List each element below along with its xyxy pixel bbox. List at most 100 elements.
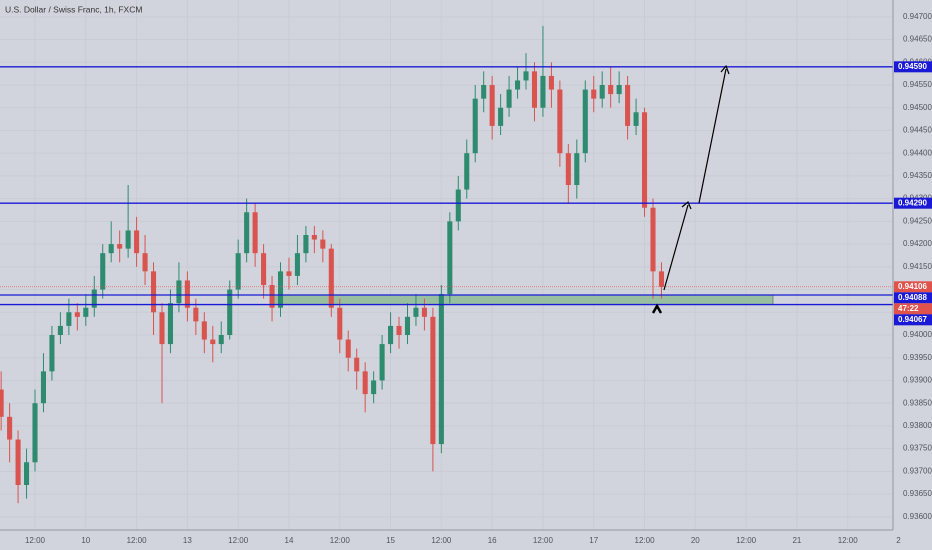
candle-body bbox=[286, 271, 292, 276]
y-tick-label: 0.94550 bbox=[903, 80, 932, 89]
candle-body bbox=[413, 307, 419, 317]
plot bbox=[0, 25, 893, 504]
candle-body bbox=[658, 271, 665, 287]
candle-body bbox=[49, 335, 55, 372]
candle-body bbox=[540, 75, 546, 108]
candle-body bbox=[608, 85, 614, 95]
candle-body bbox=[167, 303, 173, 345]
candle-body bbox=[201, 321, 207, 340]
candle-body bbox=[15, 439, 21, 485]
candle-body bbox=[311, 235, 317, 240]
candle-body bbox=[74, 312, 80, 317]
candle-body bbox=[523, 71, 529, 81]
x-tick-label: 12:00 bbox=[228, 536, 249, 545]
candle-body bbox=[582, 89, 588, 154]
y-tick-label: 0.93700 bbox=[903, 466, 932, 475]
y-tick-label: 0.93750 bbox=[903, 444, 932, 453]
y-tick-label: 0.94700 bbox=[903, 12, 932, 21]
candle-body bbox=[481, 85, 487, 99]
candle-body bbox=[565, 153, 571, 185]
y-tick-label: 0.94250 bbox=[903, 216, 932, 225]
level-label: 0.94290 bbox=[898, 198, 927, 207]
countdown-label: 47:22 bbox=[898, 304, 919, 313]
y-tick-label: 0.94500 bbox=[903, 103, 932, 112]
candle-body bbox=[32, 403, 38, 463]
candle-body bbox=[303, 235, 309, 254]
candle-body bbox=[379, 344, 385, 381]
candle-body bbox=[616, 85, 622, 95]
y-tick-label: 0.94000 bbox=[903, 330, 932, 339]
candle-body bbox=[235, 253, 241, 290]
x-tick-label: 12:00 bbox=[431, 536, 452, 545]
last-price-label-box bbox=[894, 281, 932, 293]
candle-body bbox=[66, 312, 72, 326]
arrow-line bbox=[663, 204, 689, 291]
candle-body bbox=[176, 280, 182, 304]
candle-body bbox=[599, 85, 605, 99]
candle-body bbox=[24, 462, 30, 485]
candle-body bbox=[337, 307, 343, 340]
candle-body bbox=[210, 339, 216, 345]
candle-body bbox=[506, 89, 512, 108]
candle-body bbox=[125, 230, 131, 249]
y-tick-label: 0.94200 bbox=[903, 239, 932, 248]
candle-body bbox=[447, 221, 453, 295]
y-tick-label: 0.94150 bbox=[903, 262, 932, 271]
candle-body bbox=[557, 89, 563, 154]
candle-body bbox=[150, 271, 157, 313]
candle-body bbox=[218, 335, 224, 345]
level-label: 0.94590 bbox=[898, 62, 927, 71]
countdown-label-box bbox=[894, 303, 932, 315]
y-tick-label: 0.93900 bbox=[903, 376, 932, 385]
candle-body bbox=[548, 75, 554, 90]
zone bbox=[269, 294, 774, 305]
candle-body bbox=[650, 207, 656, 272]
candle-body bbox=[117, 244, 123, 249]
chart-title: U.S. Dollar / Swiss Franc, 1h, FXCM bbox=[5, 4, 142, 14]
arrow-head bbox=[720, 64, 730, 75]
y-tick-label: 0.94400 bbox=[903, 148, 932, 157]
y-tick-label: 0.93600 bbox=[903, 512, 932, 521]
x-tick-label: 21 bbox=[792, 536, 801, 545]
candle-body bbox=[193, 307, 199, 322]
level-label-box bbox=[894, 61, 932, 73]
candle-body bbox=[159, 312, 165, 345]
candle-body bbox=[430, 316, 436, 445]
candle-body bbox=[83, 307, 89, 317]
y-tick-label: 0.94650 bbox=[903, 35, 932, 44]
candle-body bbox=[404, 316, 411, 335]
candle-body bbox=[91, 289, 97, 308]
candle-body bbox=[633, 112, 639, 126]
y-tick-label: 0.93850 bbox=[903, 398, 932, 407]
candle-body bbox=[625, 85, 631, 126]
candle-body bbox=[531, 71, 538, 108]
x-tick-label: 15 bbox=[386, 536, 395, 545]
up-arrow-icon bbox=[651, 303, 663, 314]
last-price-label: 0.94106 bbox=[898, 282, 927, 291]
candle-body bbox=[354, 357, 360, 372]
x-tick-label: 10 bbox=[81, 536, 90, 545]
y-tick-label: 0.93950 bbox=[903, 353, 932, 362]
candle-body bbox=[269, 285, 275, 308]
arrow-head bbox=[681, 201, 692, 210]
x-tick-label: 12:00 bbox=[127, 536, 148, 545]
candle-body bbox=[294, 253, 300, 276]
x-tick-label: 12:00 bbox=[838, 536, 859, 545]
x-tick-label: 16 bbox=[488, 536, 497, 545]
y-tick-label: 0.93800 bbox=[903, 421, 932, 430]
arrow-line bbox=[698, 68, 727, 204]
candle-body bbox=[641, 112, 648, 208]
candle-body bbox=[320, 239, 326, 249]
x-tick-label: 17 bbox=[589, 536, 598, 545]
candle-body bbox=[396, 325, 402, 335]
drawings bbox=[651, 64, 730, 314]
candle-body bbox=[277, 271, 284, 308]
candle-body bbox=[371, 380, 377, 395]
candle-body bbox=[261, 253, 267, 285]
x-tick-label: 13 bbox=[183, 536, 192, 545]
axes: 0.93600 0.93650 0.93700 0.93750 0.93800 0.938… bbox=[25, 12, 932, 545]
candle-body bbox=[244, 212, 250, 254]
candle-body bbox=[252, 212, 258, 254]
